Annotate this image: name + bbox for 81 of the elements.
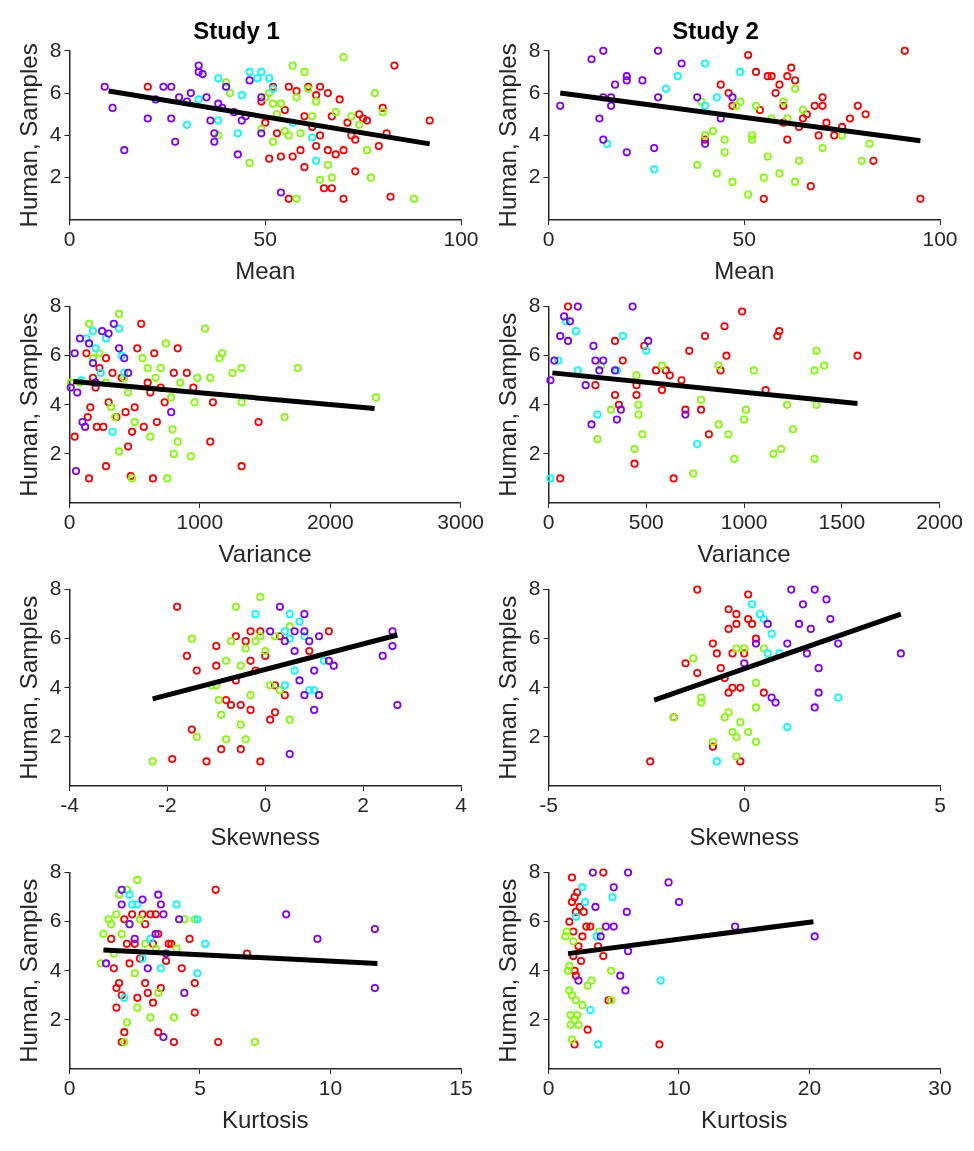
y-tick-label: 4 [49, 957, 62, 981]
x-tick-label: 0 [259, 793, 272, 817]
x-axis-title: Kurtosis [700, 1106, 788, 1134]
y-tick-label: 8 [528, 293, 541, 317]
y-axis-title: Human, Samples [15, 43, 43, 228]
x-axis-title: Kurtosis [221, 1106, 309, 1134]
x-tick-label: 500 [628, 510, 664, 534]
y-tick-label: 2 [49, 164, 62, 188]
y-tick-label: 8 [528, 859, 541, 883]
y-tick-label: 4 [528, 957, 541, 981]
x-tick-label: 10 [318, 1076, 343, 1100]
x-tick-label: 0 [542, 227, 555, 251]
x-tick-label: 10 [667, 1076, 691, 1100]
x-axis-title: Mean [714, 257, 775, 285]
y-tick-label: 6 [528, 908, 541, 932]
x-tick-label: 1500 [818, 510, 866, 534]
y-tick-label: 6 [49, 908, 62, 932]
x-tick-label: 0 [63, 1076, 76, 1100]
y-tick-label: 4 [528, 674, 541, 698]
y-tick-label: 8 [49, 37, 62, 61]
y-axis-title: Human, Samples [15, 595, 43, 780]
x-tick-label: 2000 [916, 510, 963, 534]
y-tick-label: 6 [49, 79, 62, 103]
x-tick-label: 3000 [437, 510, 484, 534]
y-tick-label: 2 [49, 1006, 62, 1030]
y-tick-label: 6 [528, 625, 541, 649]
y-tick-label: 4 [49, 122, 62, 146]
x-tick-label: 4 [455, 793, 468, 817]
y-axis-title: Human, Samples [494, 312, 522, 497]
y-axis-title: Human, Samples [15, 878, 43, 1063]
x-tick-label: 1000 [176, 510, 224, 534]
x-tick-label: 0 [542, 1076, 555, 1100]
y-tick-label: 2 [49, 440, 62, 464]
x-tick-label: 100 [443, 227, 479, 251]
x-tick-label: 0 [542, 510, 555, 534]
y-tick-label: 4 [49, 391, 62, 415]
x-tick-label: 15 [449, 1076, 473, 1100]
x-axis-title: Skewness [689, 823, 799, 851]
x-tick-label: -5 [539, 793, 558, 817]
x-tick-label: 30 [928, 1076, 952, 1100]
x-tick-label: 2000 [306, 510, 354, 534]
chart-title: Study 1 [193, 17, 280, 45]
x-tick-label: 1000 [720, 510, 768, 534]
y-tick-label: 2 [528, 1006, 541, 1030]
x-axis-title: Variance [218, 540, 312, 568]
x-tick-label: 0 [63, 227, 76, 251]
x-tick-label: 100 [922, 227, 958, 251]
y-tick-label: 6 [528, 342, 541, 366]
y-tick-label: 4 [528, 122, 541, 146]
x-tick-label: 20 [797, 1076, 822, 1100]
x-tick-label: 0 [63, 510, 76, 534]
y-tick-label: 6 [49, 625, 62, 649]
x-axis-title: Mean [235, 257, 296, 285]
x-axis-title: Variance [697, 540, 791, 568]
y-tick-label: 8 [528, 37, 541, 61]
x-tick-label: 50 [253, 227, 277, 251]
y-tick-label: 6 [528, 79, 541, 103]
y-tick-label: 8 [528, 576, 541, 600]
y-axis-title: Human, Samples [494, 878, 522, 1063]
chart-title: Study 2 [672, 17, 759, 45]
y-tick-label: 8 [49, 859, 62, 883]
y-axis-title: Human, Samples [494, 595, 522, 780]
x-tick-label: 50 [732, 227, 756, 251]
y-tick-label: 8 [49, 293, 62, 317]
y-tick-label: 6 [49, 342, 62, 366]
x-tick-label: 0 [738, 793, 751, 817]
y-tick-label: 4 [528, 391, 541, 415]
x-axis-title: Skewness [210, 823, 320, 851]
x-tick-label: 5 [194, 1076, 206, 1100]
x-tick-label: -2 [158, 793, 177, 817]
y-tick-label: 2 [528, 164, 541, 188]
y-tick-label: 2 [528, 440, 541, 464]
y-axis-title: Human, Samples [15, 312, 43, 497]
y-tick-label: 4 [49, 674, 62, 698]
y-tick-label: 8 [49, 576, 62, 600]
x-tick-label: 2 [357, 793, 369, 817]
y-tick-label: 2 [528, 723, 541, 747]
y-axis-title: Human, Samples [494, 43, 522, 228]
x-tick-label: -4 [60, 793, 80, 817]
y-tick-label: 2 [49, 723, 62, 747]
x-tick-label: 5 [934, 793, 946, 817]
